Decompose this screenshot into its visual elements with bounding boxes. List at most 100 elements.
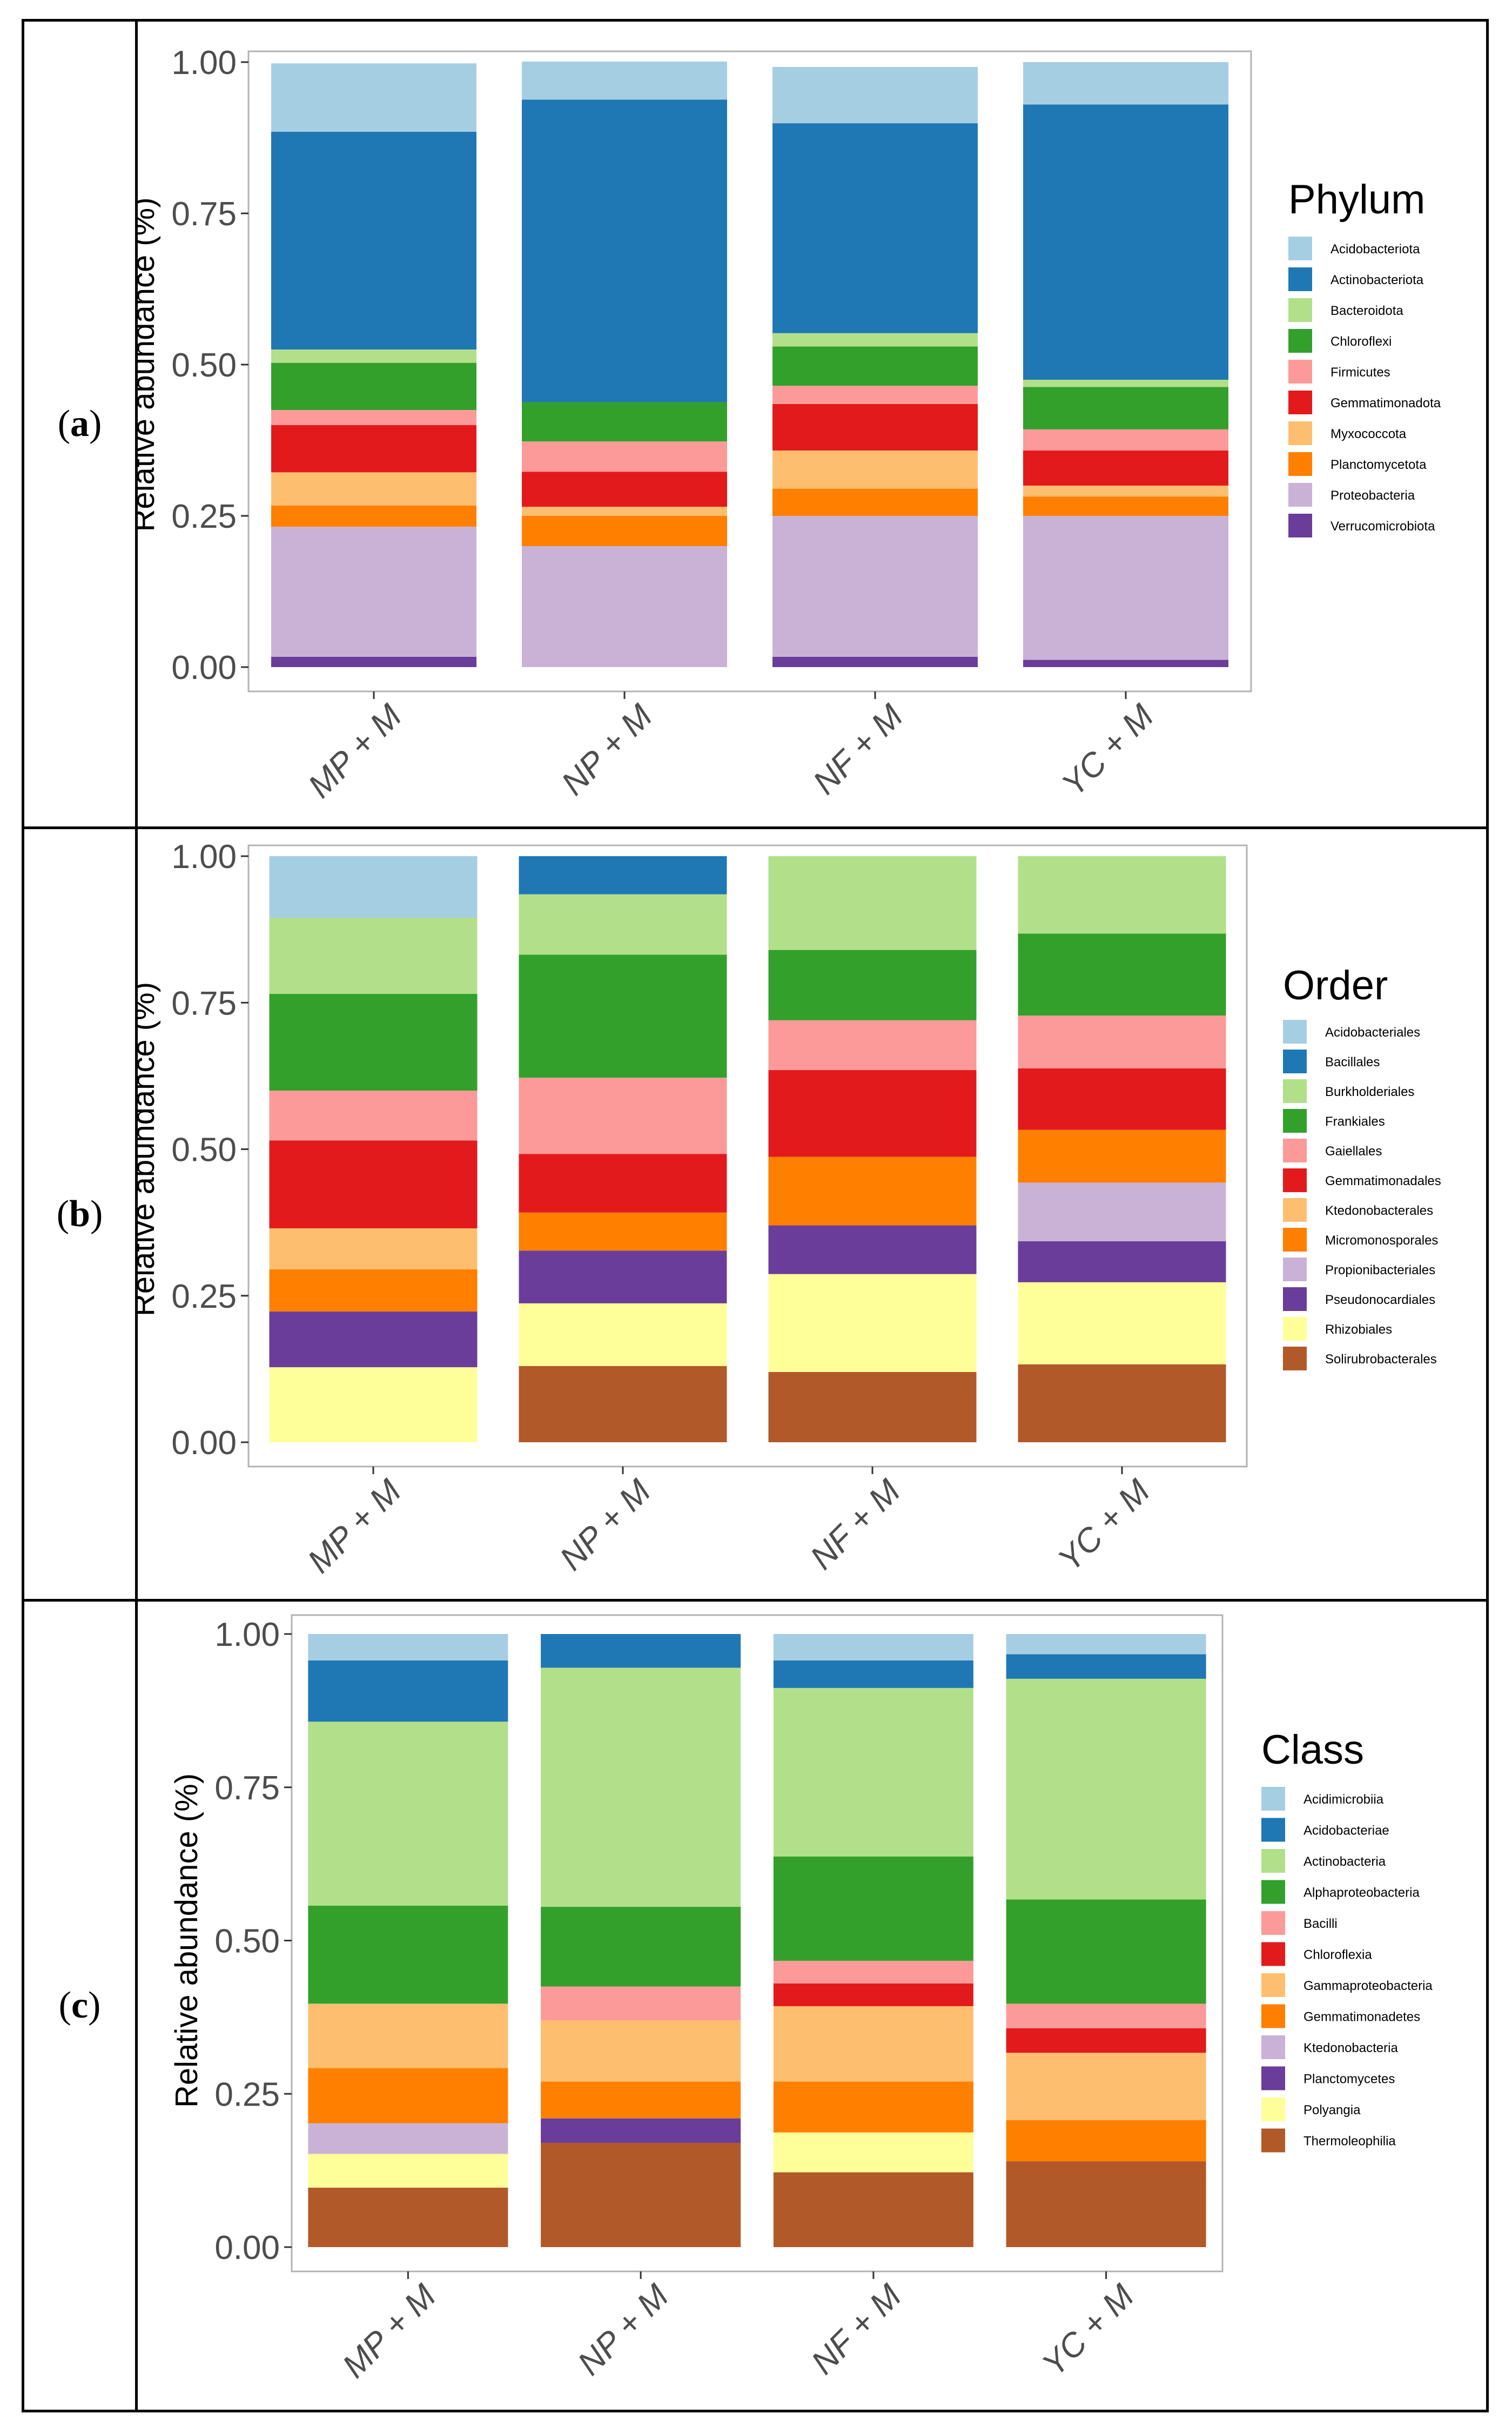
legend-label-b-0: Acidobacteriales [1325,1025,1420,1040]
y-tick-label-a-4: 1.00 [171,44,237,82]
bar-b-1-10 [519,1303,727,1366]
legend-label-c-7: Gemmatimonadetes [1303,2010,1420,2025]
legend-swatch-c-10 [1261,2097,1285,2121]
x-tick-label-b-2: NF + M [803,1472,908,1577]
bar-a-2-0 [772,66,978,124]
legend-label-c-1: Acidobacteriae [1303,1824,1389,1838]
bar-c-3-1 [1006,1654,1206,1679]
legend-swatch-b-6 [1283,1198,1307,1222]
legend-label-c-3: Alphaproteobacteria [1303,1886,1420,1900]
panel-a-label-cell: (a) [24,22,138,826]
bar-c-0-3 [308,1905,508,2004]
bar-a-0-0 [271,63,476,132]
bar-b-1-4 [519,1078,727,1154]
x-tick-label-c-3: YC + M [1035,2277,1141,2383]
bar-a-0-3 [271,362,476,410]
bar-c-1-4 [541,1986,741,2021]
bar-a-3-1 [1023,104,1228,380]
legend-label-b-1: Bacillales [1325,1055,1380,1070]
legend-swatch-c-6 [1261,1973,1285,1997]
legend-swatch-b-5 [1283,1168,1307,1192]
legend-swatch-a-2 [1288,298,1312,322]
legend-label-c-10: Polyangia [1303,2103,1361,2117]
bar-a-1-7 [522,516,727,546]
legend-label-b-11: Solirubrobacterales [1325,1352,1437,1367]
x-tick-label-a-3: YC + M [1055,697,1161,803]
panel-c-chart-area: MP + M NP + M NF + M YC + M 0.00 0.25 0.50 0.75… [138,1602,1486,2410]
legend-label-a-7: Planctomycetota [1330,458,1427,472]
legend-swatch-b-7 [1283,1228,1307,1252]
bar-c-3-4 [1006,2003,1206,2028]
bar-b-3-9 [1018,1241,1226,1282]
legend-swatch-b-0 [1283,1020,1307,1044]
legend-label-b-2: Burkholderiales [1325,1085,1414,1099]
panel-c-label-cell: (c) [24,1602,138,2410]
legend-label-a-0: Acidobacteriota [1330,242,1420,257]
bar-c-2-6 [773,2006,973,2082]
legend-swatch-b-2 [1283,1079,1307,1103]
legend-label-b-3: Frankiales [1325,1114,1385,1129]
y-axis-label-b: Relative abundance (%) [138,982,161,1316]
legend-swatch-a-3 [1288,329,1312,353]
y-tick-label-c-0: 0.00 [214,2229,280,2267]
order-stacked-bar-chart: MP + M NP + M NF + M YC + M 0.00 0.25 0.50 0.75… [126,838,1441,1581]
bar-b-3-3 [1018,933,1226,1016]
y-axis-label-c: Relative abundance (%) [169,1773,204,2108]
bar-b-3-8 [1018,1182,1226,1241]
x-tick-label-b-3: YC + M [1051,1472,1157,1578]
bar-c-1-6 [541,2020,741,2082]
legend-label-a-2: Bacteroidota [1330,304,1403,318]
bar-c-0-1 [308,1660,508,1722]
bar-a-0-9 [271,656,476,667]
legend-swatch-a-7 [1288,452,1312,476]
legend-swatch-a-0 [1288,237,1312,260]
bar-c-0-8 [308,2123,508,2154]
bar-a-1-1 [522,99,727,402]
legend-swatch-b-1 [1283,1050,1307,1073]
bar-c-0-11 [308,2187,508,2247]
legend-label-b-6: Ktedonobacterales [1325,1203,1433,1218]
bar-c-1-3 [541,1907,741,1987]
y-tick-label-b-1: 0.25 [171,1278,237,1315]
bar-b-0-0 [269,856,478,918]
bar-b-2-2 [768,856,977,950]
legend-title-a: Phylum [1288,177,1425,223]
y-tick-label-a-3: 0.75 [171,196,237,233]
bar-c-1-1 [541,1634,741,1668]
bar-a-3-2 [1023,380,1228,387]
legend-swatch-a-6 [1288,421,1312,445]
y-tick-label-c-1: 0.25 [214,2076,280,2113]
legend-label-c-11: Thermoleophilia [1303,2134,1396,2149]
panel-b-chart-area: MP + M NP + M NF + M YC + M 0.00 0.25 0.50 0.75… [126,829,1486,1599]
bar-b-0-3 [269,993,478,1091]
legend-label-a-1: Actinobacteriota [1330,273,1424,287]
x-tick-label-a-2: NF + M [806,697,910,802]
bar-c-3-6 [1006,2053,1206,2121]
bar-c-0-2 [308,1722,508,1906]
legend-label-a-8: Proteobacteria [1330,488,1415,503]
legend-title-b: Order [1283,963,1388,1008]
bar-a-3-9 [1023,660,1228,667]
bar-a-0-6 [271,472,476,506]
legend-label-b-10: Rhizobiales [1325,1322,1392,1337]
bar-a-3-3 [1023,387,1228,429]
bar-b-3-10 [1018,1282,1226,1364]
x-tick-label-b-0: MP + M [300,1472,408,1581]
panel-b-label: (b) [56,1193,103,1235]
bar-c-2-3 [773,1857,973,1961]
bar-a-0-7 [271,505,476,527]
bar-c-3-2 [1006,1678,1206,1900]
bar-a-1-8 [522,546,727,667]
bar-b-0-7 [269,1269,478,1312]
legend-label-c-6: Gammaproteobacteria [1303,1979,1433,1993]
panel-a: (a) MP + M NP + M NF + M YC + M 0.00 0.25 0.50… [24,22,1486,826]
x-tick-label-a-0: MP + M [301,697,409,805]
x-tick-label-c-2: NF + M [804,2277,909,2382]
y-tick-label-b-2: 0.50 [171,1132,237,1169]
legend-swatch-b-9 [1283,1287,1307,1311]
bar-c-0-6 [308,2003,508,2068]
legend-label-c-5: Chloroflexia [1303,1948,1372,1962]
bar-b-2-5 [768,1070,977,1157]
bar-c-1-2 [541,1668,741,1907]
legend-swatch-c-8 [1261,2035,1285,2059]
